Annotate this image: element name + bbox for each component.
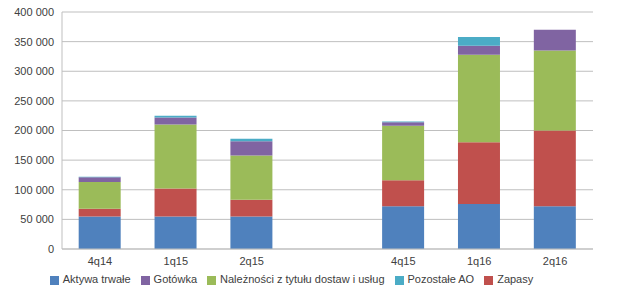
svg-text:350 000: 350 000 (14, 36, 54, 48)
html-text:Pozostałe AO: Pozostałe AO (407, 273, 475, 285)
svg-text:250 000: 250 000 (14, 95, 54, 107)
svg-text:0: 0 (48, 243, 54, 255)
svg-text:2q15: 2q15 (239, 255, 263, 267)
html-text:Należności z tytułu dostaw i u: Należności z tytułu dostaw i usług (220, 273, 385, 285)
html-text:Gotówka: Gotówka (153, 273, 197, 285)
svg-text:4q14: 4q14 (88, 255, 112, 267)
svg-text:150 000: 150 000 (14, 154, 54, 166)
svg-text:1q16: 1q16 (467, 255, 491, 267)
svg-text:300 000: 300 000 (14, 65, 54, 77)
svg-text:4q15: 4q15 (391, 255, 415, 267)
svg-text:400 000: 400 000 (14, 6, 54, 18)
svg-text:2q16: 2q16 (543, 255, 567, 267)
svg-text:1q15: 1q15 (164, 255, 188, 267)
html-text:Zapasy: Zapasy (497, 273, 534, 285)
svg-text:50 000: 50 000 (20, 213, 54, 225)
svg-text:100 000: 100 000 (14, 184, 54, 196)
html-text:Aktywa trwałe: Aktywa trwałe (62, 273, 131, 285)
svg-text:200 000: 200 000 (14, 124, 54, 136)
